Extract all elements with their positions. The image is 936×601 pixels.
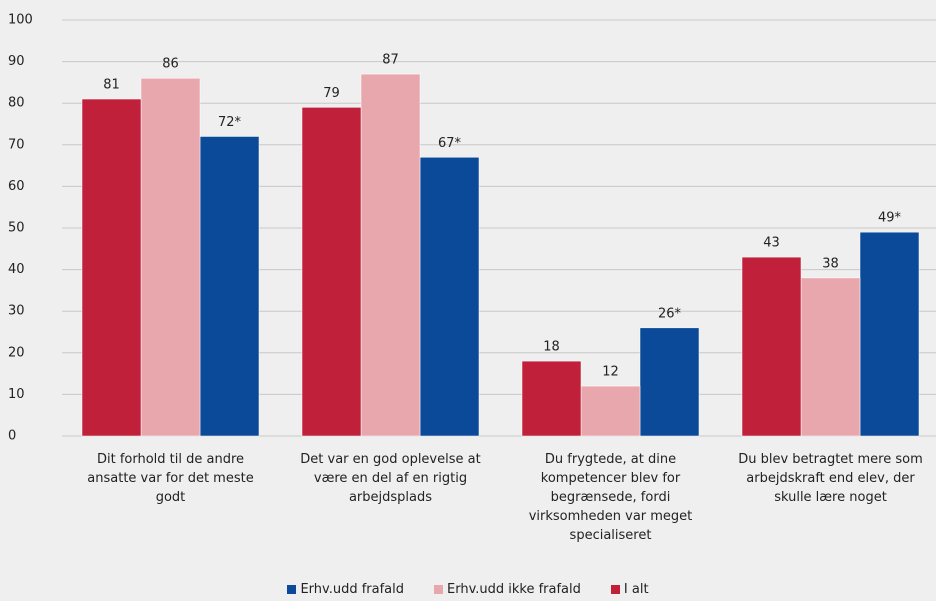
bar [199, 136, 260, 437]
y-tick-label: 70 [8, 137, 25, 152]
y-tick-label: 60 [8, 179, 25, 194]
bar [360, 73, 421, 437]
y-tick-label: 50 [8, 221, 25, 236]
data-label: 87 [382, 53, 399, 68]
y-tick-label: 100 [8, 13, 33, 28]
y-tick-label: 40 [8, 262, 25, 277]
data-label: 86 [162, 57, 179, 72]
x-tick-label: Det var en god oplevelse at være en del … [300, 452, 481, 505]
bar [580, 385, 641, 437]
data-label: 18 [543, 340, 560, 355]
legend-swatch [287, 585, 297, 594]
data-label: 67* [438, 136, 462, 151]
y-tick-label: 30 [8, 304, 25, 319]
legend: Erhv.udd frafald Erhv.udd ikke frafald I a… [0, 582, 936, 597]
data-label: 49* [878, 211, 902, 226]
bar [741, 256, 802, 437]
y-tick-label: 10 [8, 387, 25, 402]
legend-item: Erhv.udd frafald [287, 582, 404, 597]
x-tick-label: Du frygtede, at dine kompetencer blev fo… [528, 452, 693, 543]
y-tick-label: 20 [8, 345, 25, 360]
bar [521, 360, 582, 437]
data-label: 12 [602, 365, 619, 380]
x-tick-label: Du blev betragtet mere som arbejdskraft … [738, 452, 923, 505]
x-tick-label: Dit forhold til de andre ansatte var for… [87, 452, 254, 505]
legend-label: Erhv.udd ikke frafald [447, 582, 581, 597]
bar [639, 327, 700, 437]
data-label: 26* [658, 306, 682, 321]
bar [140, 77, 201, 437]
bar [301, 107, 362, 437]
data-label: 38 [822, 256, 839, 271]
data-label: 81 [103, 78, 120, 93]
data-label: 72* [218, 115, 242, 130]
legend-swatch [434, 585, 443, 594]
legend-swatch [610, 585, 620, 594]
legend-item: Erhv.udd ikke frafald [434, 582, 581, 597]
bar [419, 157, 480, 437]
y-tick-label: 0 [8, 429, 16, 444]
data-label: 79 [323, 86, 340, 101]
bar [800, 277, 861, 437]
legend-label: I alt [623, 582, 649, 597]
bar [859, 231, 920, 437]
y-tick-label: 80 [8, 96, 25, 111]
legend-label: Erhv.udd frafald [300, 582, 404, 597]
bar [81, 98, 142, 437]
data-label: 43 [763, 236, 780, 251]
y-tick-label: 90 [8, 54, 25, 69]
legend-item: I alt [610, 582, 649, 597]
